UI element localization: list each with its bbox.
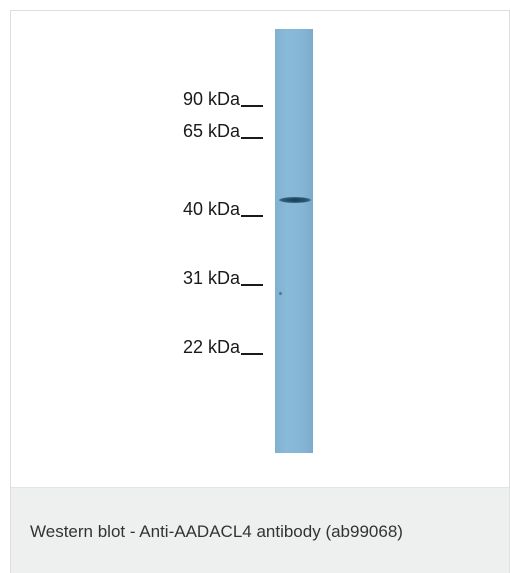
marker-label: 22 kDa (182, 337, 240, 357)
marker-label: 40 kDa (182, 199, 240, 219)
marker-31kda: 31 kDa (183, 268, 263, 288)
marker-tick (241, 215, 263, 217)
marker-tick (241, 105, 263, 107)
marker-tick (241, 353, 263, 355)
marker-65kda: 65 kDa (183, 121, 263, 141)
marker-label: 65 kDa (182, 121, 240, 141)
caption-bar: Western blot - Anti-AADACL4 antibody (ab… (11, 487, 509, 573)
blot-lane (275, 29, 313, 453)
marker-tick (241, 284, 263, 286)
marker-22kda: 22 kDa (183, 337, 263, 357)
marker-label: 31 kDa (182, 268, 240, 288)
lane-speck (279, 292, 282, 295)
marker-40kda: 40 kDa (183, 199, 263, 219)
marker-tick (241, 137, 263, 139)
western-blot-image: 90 kDa 65 kDa 40 kDa 31 kDa 22 kDa (11, 11, 509, 487)
marker-label: 90 kDa (182, 89, 240, 109)
protein-band (279, 197, 311, 203)
marker-90kda: 90 kDa (183, 89, 263, 109)
figure-caption: Western blot - Anti-AADACL4 antibody (ab… (30, 522, 403, 541)
figure-card: 90 kDa 65 kDa 40 kDa 31 kDa 22 kDa Weste… (10, 10, 510, 573)
